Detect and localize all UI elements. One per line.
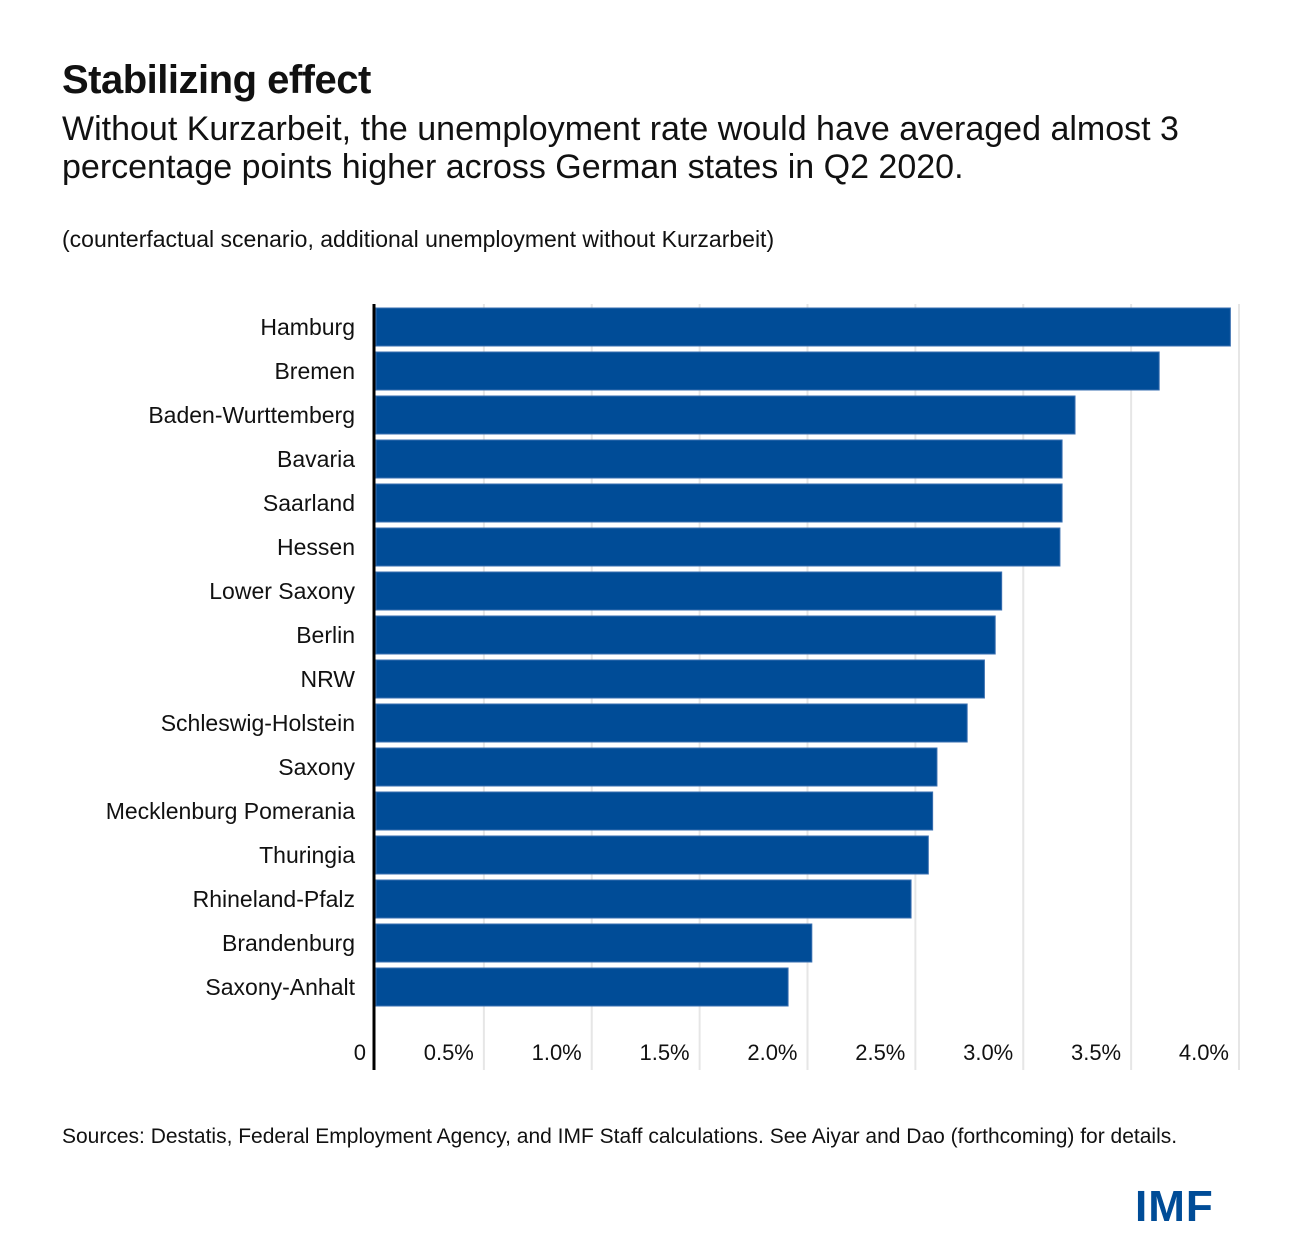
- x-tick-labels: 0 0.5% 1.0% 1.5% 2.0% 2.5% 3.0% 3.5% 4.0%: [354, 1040, 1229, 1065]
- x-tick-label: 0: [354, 1040, 366, 1065]
- bar: [375, 615, 996, 655]
- x-tick-label: 3.0%: [963, 1040, 1013, 1065]
- category-label: Schleswig-Holstein: [161, 710, 355, 736]
- category-label: Hessen: [277, 534, 355, 560]
- category-label: Saxony: [278, 754, 355, 780]
- category-label: Baden-Wurttemberg: [148, 402, 355, 428]
- chart-title: Stabilizing effect: [62, 58, 371, 102]
- category-label: Hamburg: [260, 314, 355, 340]
- bar: [375, 879, 912, 919]
- category-label: Bremen: [274, 358, 355, 384]
- bar: [375, 571, 1003, 611]
- bar: [375, 703, 968, 743]
- bars: [375, 307, 1231, 1007]
- x-tick-label: 3.5%: [1071, 1040, 1121, 1065]
- category-label: Lower Saxony: [209, 578, 355, 604]
- bar: [375, 351, 1160, 391]
- x-tick-label: 4.0%: [1179, 1040, 1229, 1065]
- bar: [375, 747, 938, 787]
- bar: [375, 483, 1063, 523]
- category-labels: Hamburg Bremen Baden-Wurttemberg Bavaria Saa…: [106, 314, 356, 1000]
- bar: [375, 967, 789, 1007]
- x-tick-label: 2.5%: [855, 1040, 905, 1065]
- category-label: Mecklenburg Pomerania: [106, 798, 356, 824]
- category-label: Saarland: [263, 490, 355, 516]
- category-label: Thuringia: [259, 842, 355, 868]
- category-label: Berlin: [296, 622, 355, 648]
- category-label: Rhineland-Pfalz: [193, 886, 355, 912]
- category-label: Saxony-Anhalt: [205, 974, 355, 1000]
- bar: [375, 791, 934, 831]
- bar: [375, 439, 1063, 479]
- category-label: Brandenburg: [222, 930, 355, 956]
- bar-chart: Hamburg Bremen Baden-Wurttemberg Bavaria Saa…: [106, 304, 1240, 1070]
- source-note: Sources: Destatis, Federal Employment Ag…: [62, 1125, 1178, 1148]
- x-tick-label: 2.0%: [747, 1040, 797, 1065]
- x-tick-label: 1.5%: [639, 1040, 689, 1065]
- chart-subtitle: Without Kurzarbeit, the unemployment rat…: [62, 110, 1179, 186]
- chart-note: (counterfactual scenario, additional une…: [62, 226, 775, 252]
- bar: [375, 659, 985, 699]
- x-tick-label: 0.5%: [424, 1040, 474, 1065]
- bar: [375, 923, 813, 963]
- bar: [375, 307, 1231, 347]
- bar: [375, 395, 1076, 435]
- bar: [375, 835, 929, 875]
- category-label: NRW: [300, 666, 355, 692]
- imf-logo: IMF: [1135, 1182, 1214, 1231]
- bar: [375, 527, 1061, 567]
- x-tick-label: 1.0%: [532, 1040, 582, 1065]
- category-label: Bavaria: [277, 446, 355, 472]
